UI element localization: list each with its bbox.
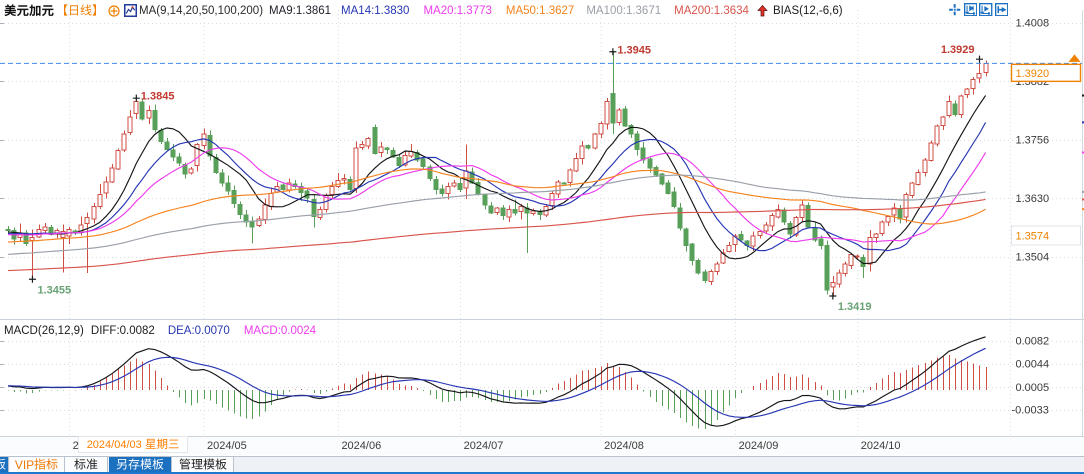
x-axis-label: 2024/10 [860,440,901,452]
annotation-high: 1.3929 [941,44,983,63]
y-axis-tick-label: 0.0044 [1016,358,1050,370]
ma-settings-label: MA(9,14,20,50,100,200) [139,4,264,17]
macd-panel [7,336,987,430]
ma-legend-item: MA100:1.3671 [586,4,662,17]
x-axis-label: 2024/05 [207,440,247,452]
ma-line-MA100 [7,174,986,255]
annotation-label: 1.3419 [838,301,872,313]
y-axis-tick-label: 1.3920 [1016,68,1050,80]
price-up-triangle [1068,54,1081,62]
macd-diff-line [7,336,986,427]
annotation-label: 1.3845 [141,91,175,103]
ma-line-MA9 [7,95,987,265]
x-axis-label: 2024/08 [604,440,644,452]
crosshair-price-box: 1.3574 [1011,225,1081,246]
zoom-in-axis-icon[interactable] [963,2,978,16]
ma-legend-item: MA50:1.3627 [505,4,575,17]
last-price-box: 1.3920 [1010,54,1082,83]
template-tab-manage-template[interactable] [172,457,234,473]
crosshair-date-label: 2024/04/03 [87,438,180,451]
template-tab-standard[interactable] [65,457,108,473]
annotation-label: 1.3945 [617,44,651,56]
annotation-low: 1.3419 [829,292,872,313]
add-indicator-icon[interactable] [108,4,120,17]
ma-legend-item: MA20:1.3773 [423,4,492,17]
bias-indicator-label: BIAS(12,-6,6) [772,4,843,17]
y-axis-tick-label: 0.0082 [1016,336,1050,348]
y-axis-tick-label: 1.3630 [1016,193,1050,205]
template-tab-partial[interactable] [0,457,9,473]
ma-line-MA200 [7,198,986,272]
x-axis-label: 2024/09 [738,440,779,452]
main-chart-legend: MA(9,14,20,50,100,200) MA9:1.3861 MA14:1.… [4,3,843,19]
ma-legend-items: MA9:1.3861 MA14:1.3830 MA20:1.3773 MA50:1.3… [263,5,749,17]
y-axis-tick-label: 1.3574 [1016,230,1050,242]
macd-dea-line [7,347,986,418]
y-axis-tick-label: 0.0005 [1016,382,1050,394]
template-tab-vip-indicators[interactable]: VIP [9,457,65,473]
ma-legend-item: MA200:1.3634 [674,4,749,17]
annotation-high: 1.3845 [132,91,175,103]
ma-legend-item: MA14:1.3830 [341,4,410,17]
y-axis-tick-label: -0.0033 [1012,405,1049,417]
period-label[interactable] [56,4,104,17]
chart-toolbar [948,2,1011,16]
step-export-icon[interactable] [995,2,1009,16]
macd-dea-value: DEA:0.0070 [167,324,230,337]
y-axis-tick-label: 1.4008 [1016,17,1050,29]
macd-legend: MACD(26,12,9) DIFF:0.0082 DEA:0.0070 MAC… [4,323,316,338]
y-axis-tick-label: 1.3504 [1016,251,1050,263]
crosshair-date-box: 2024/04/03 [78,436,188,453]
template-tab-bar: VIP [0,456,1084,473]
symbol-name[interactable] [4,3,54,18]
x-axis-label: 2024/06 [341,440,382,452]
ma-legend-item: MA9:1.3861 [269,4,332,17]
trend-up-arrow-icon [757,4,768,17]
y-axis-tick-label: 1.3756 [1016,134,1050,146]
macd-diff-value: DIFF:0.0082 [90,324,155,337]
annotation-label: 1.3929 [941,44,975,56]
x-axis-label: 2024/07 [463,440,504,452]
annotation-high: 1.3945 [609,44,651,56]
play-forward-axis-icon[interactable] [979,2,993,16]
date-axis-row: 2024/042024/052024/062024/072024/082024/… [0,436,1084,455]
template-tab-save-template[interactable] [108,457,172,473]
candlestick-chart-canvas[interactable]: 1.40081.38821.37561.36301.35040.00820.00… [0,0,1084,456]
annotation-low: 1.3455 [28,275,71,296]
chart-type-icon[interactable] [124,4,137,17]
macd-title: MACD(26,12,9) [4,324,84,337]
gridlines [0,10,1082,436]
ma-line-MA14 [7,122,987,252]
macd-macd-value: MACD:0.0024 [243,324,317,337]
annotation-label: 1.3455 [37,284,71,296]
ma-line-MA20 [7,147,987,243]
crosshair-tool-icon[interactable] [948,3,961,16]
bottom-status-strip [0,471,1084,474]
main-price-panel [5,51,989,297]
ma-line-MA50 [7,168,986,243]
